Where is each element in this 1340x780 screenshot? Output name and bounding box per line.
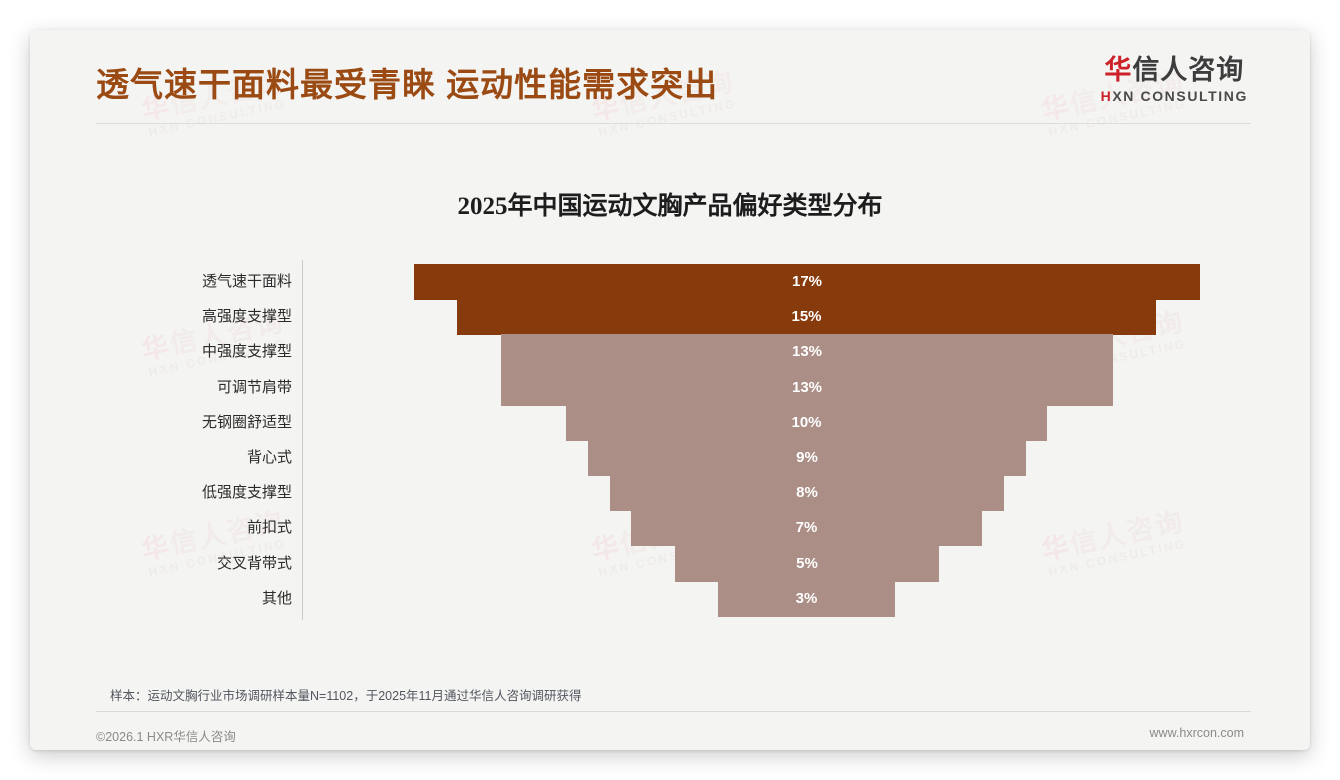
- bar-row: 高强度支撑型 15%: [30, 299, 1310, 336]
- bar-track: 3%: [303, 580, 1310, 617]
- bar-value-label: 8%: [796, 484, 818, 502]
- bar-value-label: 9%: [796, 449, 818, 466]
- bar-row: 前扣式 7%: [30, 510, 1310, 547]
- bar[interactable]: [501, 369, 1113, 406]
- bar-row: 中强度支撑型 13%: [30, 334, 1310, 371]
- bar-category-label: 交叉背带式: [216, 554, 292, 572]
- footer-divider: [96, 711, 1251, 712]
- bar-row: 透气速干面料 17%: [30, 264, 1310, 300]
- bar-value-label: 10%: [791, 413, 822, 431]
- bar-category-label: 无钢圈舒适型: [201, 413, 292, 431]
- bar-value-label: 13%: [791, 378, 823, 396]
- bar-row: 背心式 9%: [30, 440, 1310, 476]
- bar-value-label: 15%: [791, 308, 822, 326]
- bar[interactable]: [457, 299, 1156, 336]
- bar-category-label: 透气速干面料: [201, 273, 292, 290]
- slide-footer: ©2026.1 HXR华信人咨询 www.hxrcon.com: [30, 716, 1310, 750]
- category-axis-line: [302, 260, 303, 620]
- copyright-text: ©2026.1 HXR华信人咨询: [96, 730, 236, 744]
- bar-category-label: 高强度支撑型: [201, 308, 292, 326]
- bar-row: 交叉背带式 5%: [30, 545, 1310, 582]
- bar[interactable]: [588, 440, 1026, 476]
- bar[interactable]: [675, 545, 939, 582]
- bar-track: 13%: [303, 369, 1310, 406]
- header-divider: [96, 123, 1251, 124]
- bar-value-label: 3%: [795, 589, 818, 607]
- bar[interactable]: [610, 475, 1004, 512]
- bar-track: 9%: [303, 440, 1310, 476]
- bar-category-label: 低强度支撑型: [201, 484, 292, 502]
- bar[interactable]: [414, 264, 1200, 300]
- bar-value-label: 17%: [791, 273, 823, 290]
- brand-logo-cn: 华信人咨询: [1104, 55, 1245, 85]
- bar-category-label: 前扣式: [246, 519, 292, 537]
- bar-row: 可调节肩带 13%: [30, 369, 1310, 406]
- bar[interactable]: [566, 404, 1047, 441]
- chart-title: 2025年中国运动文胸产品偏好类型分布: [457, 193, 883, 220]
- bar-track: 5%: [303, 545, 1310, 582]
- bar-row: 无钢圈舒适型 10%: [30, 404, 1310, 441]
- page-title: 透气速干面料最受青睐 运动性能需求突出: [96, 66, 719, 103]
- bar-track: 10%: [303, 404, 1310, 441]
- slide-header: 透气速干面料最受青睐 运动性能需求突出 华信人咨询 HXN CONSULTING: [30, 30, 1310, 126]
- bar-value-label: 5%: [796, 554, 818, 572]
- bar-track: 8%: [303, 475, 1310, 512]
- bar-track: 17%: [303, 264, 1310, 300]
- bar-value-label: 7%: [795, 519, 818, 537]
- bar-track: 15%: [303, 299, 1310, 336]
- website-text[interactable]: www.hxrcon.com: [1149, 726, 1244, 740]
- bar[interactable]: [501, 334, 1113, 371]
- bar-category-label: 其他: [261, 589, 292, 607]
- bar-row: 低强度支撑型 8%: [30, 475, 1310, 512]
- bar-track: 13%: [303, 334, 1310, 371]
- bar-category-label: 背心式: [246, 449, 292, 466]
- brand-logo: 华信人咨询 HXN CONSULTING: [1101, 55, 1248, 104]
- bar-row: 其他 3%: [30, 580, 1310, 617]
- slide-card: 华信人咨询 HXN CONSULTING 华信人咨询 HXN CONSULTIN…: [30, 30, 1310, 750]
- chart-area: 2025年中国运动文胸产品偏好类型分布 透气速干面料 17% 高强度支撑型 15% 中强…: [30, 130, 1310, 670]
- bar[interactable]: [631, 510, 982, 547]
- bar[interactable]: [718, 580, 895, 617]
- bar-category-label: 中强度支撑型: [201, 343, 292, 361]
- brand-logo-en: HXN CONSULTING: [1100, 88, 1248, 105]
- bar-chart-plot: 透气速干面料 17% 高强度支撑型 15% 中强度支撑型 13% 可调节肩带 13% 无钢圈舒适…: [30, 260, 1310, 620]
- bar-track: 7%: [303, 510, 1310, 547]
- bar-category-label: 可调节肩带: [216, 378, 292, 396]
- bar-value-label: 13%: [791, 343, 823, 361]
- chart-footnote: 样本：运动文胸行业市场调研样本量N=1102，于2025年11月通过华信人咨询调…: [110, 689, 582, 703]
